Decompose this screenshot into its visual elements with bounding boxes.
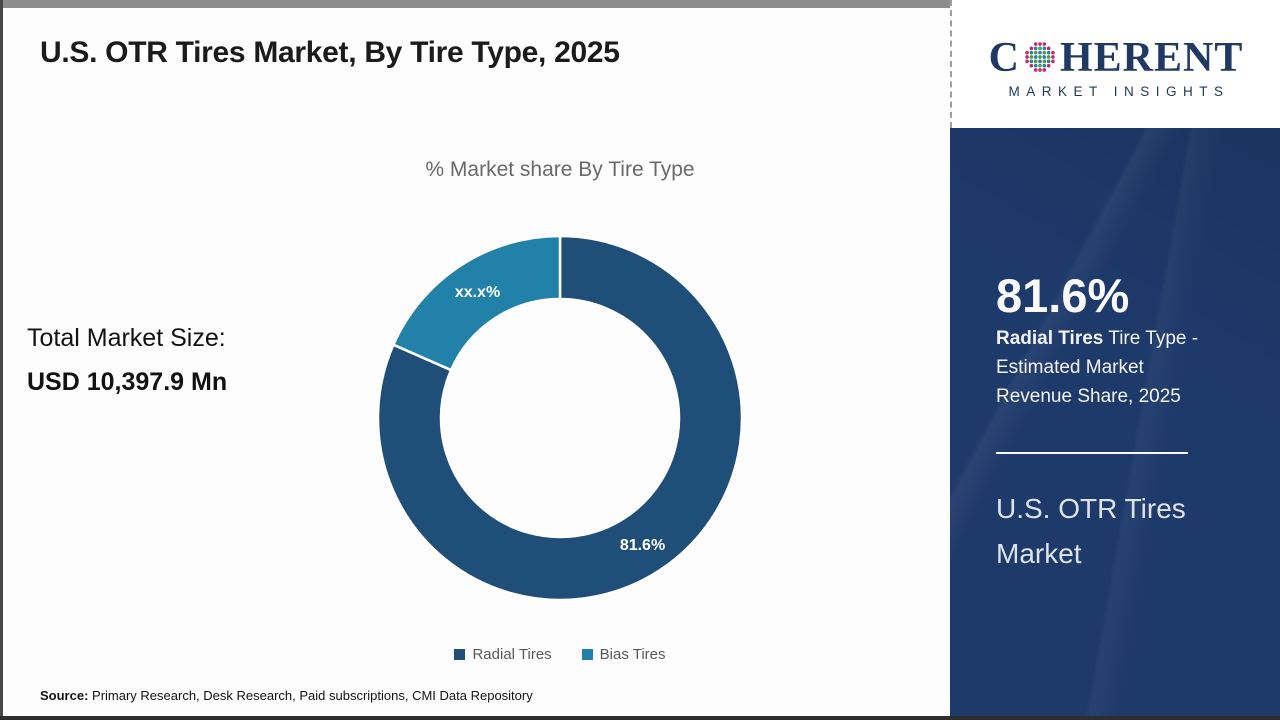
donut-label-radial-tires: 81.6% — [620, 537, 665, 554]
legend-swatch-radial — [454, 649, 466, 660]
brand-tagline: MARKET INSIGHTS — [1008, 84, 1230, 99]
stat-description-rest: Tire Type - Estimated Market Revenue Sha… — [996, 328, 1199, 407]
panel-divider-line — [996, 452, 1188, 454]
donut-segment-bias-tires — [391, 234, 562, 372]
legend-item-bias-tires: Bias Tires — [581, 646, 666, 663]
legend-swatch-radial-icon — [454, 649, 466, 660]
brand-letter-c: C — [988, 35, 1020, 81]
legend-label-radial-tires: Radial Tires — [472, 646, 552, 663]
total-market-size-label: Total Market Size: — [27, 324, 226, 352]
legend-label-bias-tires: Bias Tires — [599, 646, 666, 663]
donut-label-bias-tires: xx.x% — [455, 284, 500, 301]
total-market-size-block: Total Market Size: USD 10,397.9 Mn — [27, 324, 267, 402]
bottom-border — [0, 716, 1280, 720]
top-border-strip — [0, 0, 1280, 8]
page-title: U.S. OTR Tires Market, By Tire Type, 202… — [40, 36, 620, 69]
brand-logo: C HERENT — [989, 37, 1244, 79]
source-label: Source: — [40, 688, 89, 703]
chart-title: % Market share By Tire Type — [425, 158, 695, 181]
donut-segment-radial-tires — [376, 234, 744, 602]
panel-market-name: U.S. OTR Tires Market — [996, 493, 1186, 569]
brand-letters-rest: HERENT — [1059, 35, 1244, 81]
left-border — [0, 0, 3, 720]
source-citation: Source: Primary Research, Desk Research,… — [40, 688, 533, 703]
highlight-side-panel: 81.6% Radial Tires Tire Type - Estimated… — [950, 128, 1280, 720]
stat-value: 81.6% — [996, 269, 1130, 322]
legend-swatch-bias-icon — [581, 649, 593, 660]
globe-dots-icon — [1025, 42, 1055, 72]
total-market-size-value: USD 10,397.9 Mn — [27, 368, 228, 396]
source-text: Primary Research, Desk Research, Paid su… — [88, 688, 533, 703]
donut-chart: 81.6% xx.x% — [376, 234, 744, 602]
legend-swatch-bias — [581, 649, 593, 660]
stat-description: Radial Tires Tire Type - Estimated Marke… — [996, 324, 1224, 411]
legend-item-radial-tires: Radial Tires — [454, 646, 552, 663]
stat-description-bold: Radial Tires — [996, 328, 1104, 349]
chart-legend: Radial Tires Bias Tires — [370, 646, 750, 663]
brand-logo-box: C HERENT MARKET INSIGHTS — [950, 0, 1280, 128]
